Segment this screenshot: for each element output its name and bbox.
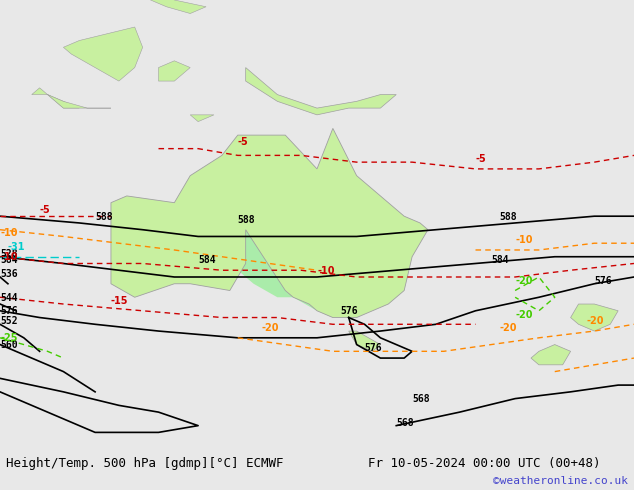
Text: 576: 576 (365, 343, 382, 353)
Text: -10: -10 (0, 228, 18, 239)
Text: ©weatheronline.co.uk: ©weatheronline.co.uk (493, 476, 628, 486)
Text: 584: 584 (491, 255, 509, 266)
Polygon shape (48, 95, 111, 108)
Text: -10: -10 (515, 235, 533, 245)
Text: -5: -5 (40, 205, 50, 215)
Polygon shape (63, 27, 143, 81)
Text: 576: 576 (0, 306, 18, 316)
Text: -5: -5 (476, 154, 486, 164)
Text: 584: 584 (0, 255, 18, 266)
Polygon shape (222, 175, 396, 318)
Text: 588: 588 (238, 215, 256, 225)
Text: 588: 588 (95, 212, 113, 221)
Text: -20: -20 (500, 323, 517, 333)
Text: 544: 544 (0, 293, 18, 303)
Polygon shape (531, 344, 571, 365)
Text: -20: -20 (515, 276, 533, 286)
Text: -31: -31 (8, 242, 25, 252)
Text: 576: 576 (595, 276, 612, 286)
Polygon shape (32, 88, 79, 108)
Text: 584: 584 (198, 255, 216, 266)
Text: Height/Temp. 500 hPa [gdmp][°C] ECMWF: Height/Temp. 500 hPa [gdmp][°C] ECMWF (6, 457, 284, 470)
Text: 560: 560 (0, 340, 18, 350)
Polygon shape (190, 115, 214, 122)
Text: 576: 576 (341, 306, 358, 316)
Text: 588: 588 (500, 212, 517, 221)
Polygon shape (111, 128, 428, 318)
Text: -20: -20 (515, 310, 533, 319)
Text: 528: 528 (0, 249, 18, 259)
Text: 536: 536 (0, 269, 18, 279)
Text: 568: 568 (396, 417, 414, 428)
Text: -5: -5 (238, 137, 249, 147)
Text: -20: -20 (262, 323, 279, 333)
Polygon shape (143, 0, 206, 14)
Polygon shape (246, 68, 396, 115)
Text: 568: 568 (412, 394, 430, 404)
Text: -10: -10 (317, 266, 335, 275)
Polygon shape (158, 61, 190, 81)
Text: -15: -15 (111, 296, 129, 306)
Text: -10: -10 (0, 252, 18, 262)
Polygon shape (349, 331, 380, 351)
Polygon shape (571, 304, 618, 331)
Text: -25: -25 (0, 333, 18, 343)
Text: Fr 10-05-2024 00:00 UTC (00+48): Fr 10-05-2024 00:00 UTC (00+48) (368, 457, 600, 470)
Text: -20: -20 (586, 316, 604, 326)
Text: 552: 552 (0, 316, 18, 326)
